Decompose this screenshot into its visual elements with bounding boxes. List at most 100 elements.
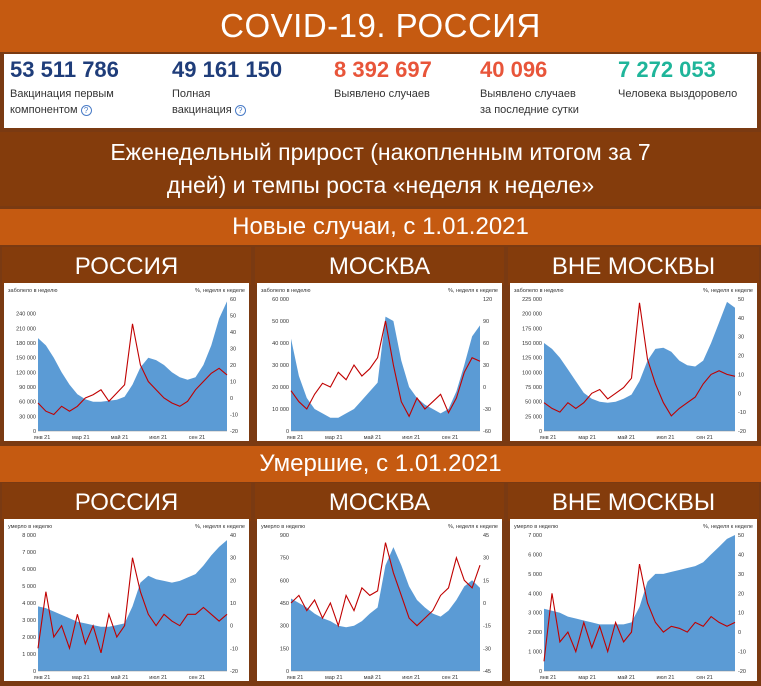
y-tick-label-right: 50 <box>230 314 236 320</box>
y-tick-label-right: -45 <box>483 669 491 675</box>
y-axis-label-right: %, неделя к неделе <box>703 524 753 530</box>
y-tick-label-left: 90 000 <box>19 385 36 391</box>
y-tick-label-left: 50 000 <box>525 400 542 406</box>
y-tick-label-right: 45 <box>483 533 489 539</box>
y-axis-label-right: %, неделя к неделе <box>195 524 245 530</box>
area-series <box>544 301 735 431</box>
y-tick-label-left: 8 000 <box>22 533 36 539</box>
y-tick-label-right: 20 <box>230 363 236 369</box>
y-tick-label-left: 175 000 <box>522 326 542 332</box>
help-icon[interactable]: ? <box>234 104 246 116</box>
y-tick-label-right: 0 <box>738 391 741 397</box>
y-tick-label-right: 0 <box>738 630 741 636</box>
y-tick-label-right: -60 <box>483 429 491 435</box>
y-tick-label-left: 210 000 <box>16 326 36 332</box>
y-axis-label-right: %, неделя к неделе <box>448 524 498 530</box>
y-tick-label-right: -20 <box>738 669 746 675</box>
line-series <box>37 323 228 416</box>
y-tick-label-left: 0 <box>33 429 36 435</box>
y-tick-label-left: 900 <box>280 533 289 539</box>
y-tick-label-left: 50 000 <box>272 319 289 325</box>
y-tick-label-left: 60 000 <box>19 400 36 406</box>
y-tick-label-left: 60 000 <box>272 297 289 303</box>
line-series <box>290 320 481 418</box>
y-tick-label-right: 30 <box>483 556 489 562</box>
x-tick-label: май 21 <box>618 434 636 441</box>
stats-panel: 53 511 786 Вакцинация первым компонентом … <box>4 54 757 128</box>
y-axis-label-left: умерло в неделю <box>261 524 305 530</box>
x-tick-label: сен 21 <box>189 435 206 441</box>
y-tick-label-left: 75 000 <box>525 385 542 391</box>
x-tick-label: мар 21 <box>72 675 90 681</box>
y-tick-label-right: -20 <box>230 669 238 675</box>
x-tick-label: июл 21 <box>149 675 167 681</box>
y-tick-label-left: 7 000 <box>528 533 542 539</box>
area-series <box>38 540 227 671</box>
stat-label: Человека выздоровело <box>618 88 738 100</box>
y-tick-label-left: 120 000 <box>16 370 36 376</box>
y-axis-label-left: заболело в неделю <box>261 288 310 294</box>
line-series <box>543 563 736 662</box>
area-series <box>291 316 480 431</box>
y-tick-label-left: 0 <box>33 669 36 675</box>
x-tick-label: янв 21 <box>540 675 557 681</box>
help-icon[interactable]: ? <box>80 104 92 116</box>
y-axis-label-right: %, неделя к неделе <box>703 288 753 294</box>
y-tick-label-right: 20 <box>230 578 236 584</box>
x-tick-label: мар 21 <box>578 675 596 681</box>
x-tick-label: июл 21 <box>402 435 420 441</box>
x-tick-label: янв 21 <box>540 435 557 441</box>
y-tick-label-right: 30 <box>230 556 236 562</box>
y-tick-label-right: 30 <box>738 572 744 578</box>
y-tick-label-left: 30 000 <box>19 414 36 420</box>
y-tick-label-right: 0 <box>483 601 486 607</box>
y-tick-label-left: 300 <box>280 624 289 630</box>
y-tick-label-left: 10 000 <box>272 407 289 413</box>
y-tick-label-left: 600 <box>280 578 289 584</box>
y-tick-label-right: 30 <box>738 335 744 341</box>
stat-value: 49 161 150 <box>172 57 283 82</box>
y-tick-label-left: 1 000 <box>22 652 36 658</box>
y-tick-label-left: 0 <box>286 429 289 435</box>
y-tick-label-left: 200 000 <box>522 312 542 318</box>
y-tick-label-right: -10 <box>738 650 746 656</box>
y-axis-label-left: заболело в неделю <box>8 288 57 294</box>
stat-recovered: 7 272 053 Человека выздоровело <box>618 56 737 102</box>
stat-cases-total: 8 392 697 Выявлено случаев <box>334 56 432 102</box>
y-axis-label-left: заболело в неделю <box>514 288 563 294</box>
stat-label: Выявлено случаев <box>334 88 430 100</box>
y-tick-label-right: 20 <box>738 354 744 360</box>
y-tick-label-left: 750 <box>280 556 289 562</box>
chart-deaths-outside-moscow: умерло в неделю %, неделя к неделе 0 1 000 2… <box>510 519 757 681</box>
x-tick-label: июл 21 <box>656 675 674 681</box>
y-tick-label-right: 30 <box>230 347 236 353</box>
area-series <box>544 535 735 671</box>
y-tick-label-right: -30 <box>483 407 491 413</box>
y-tick-label-right: 60 <box>230 297 236 303</box>
y-tick-label-left: 6 000 <box>22 567 36 573</box>
y-tick-label-right: 50 <box>738 533 744 539</box>
y-tick-label-right: 30 <box>483 363 489 369</box>
y-axis-label-right: %, неделя к неделе <box>195 288 245 294</box>
y-tick-label-right: 40 <box>738 316 744 322</box>
y-tick-label-left: 180 000 <box>16 341 36 347</box>
x-tick-label: май 21 <box>111 674 129 681</box>
page-title: COVID-19. РОССИЯ <box>0 0 761 52</box>
chart-deaths-russia: умерло в неделю %, неделя к неделе 0 1 000 2… <box>4 519 249 681</box>
y-tick-label-left: 450 <box>280 601 289 607</box>
x-tick-label: янв 21 <box>34 675 51 681</box>
y-tick-label-left: 0 <box>539 669 542 675</box>
y-tick-label-left: 20 000 <box>272 385 289 391</box>
region-title-outside-moscow: ВНЕ МОСКВЫ <box>508 483 759 521</box>
y-tick-label-right: 10 <box>230 601 236 607</box>
y-tick-label-right: 10 <box>230 380 236 386</box>
x-tick-label: янв 21 <box>287 435 304 441</box>
y-tick-label-right: 40 <box>738 552 744 558</box>
x-tick-label: мар 21 <box>325 435 343 441</box>
y-tick-label-left: 1 000 <box>528 650 542 656</box>
x-tick-label: мар 21 <box>72 435 90 441</box>
y-tick-label-right: -20 <box>738 429 746 435</box>
deaths-header: Умершие, с 1.01.2021 <box>0 446 761 482</box>
stat-vaccination-first: 53 511 786 Вакцинация первым компонентом … <box>10 56 119 118</box>
y-tick-label-right: 15 <box>483 578 489 584</box>
